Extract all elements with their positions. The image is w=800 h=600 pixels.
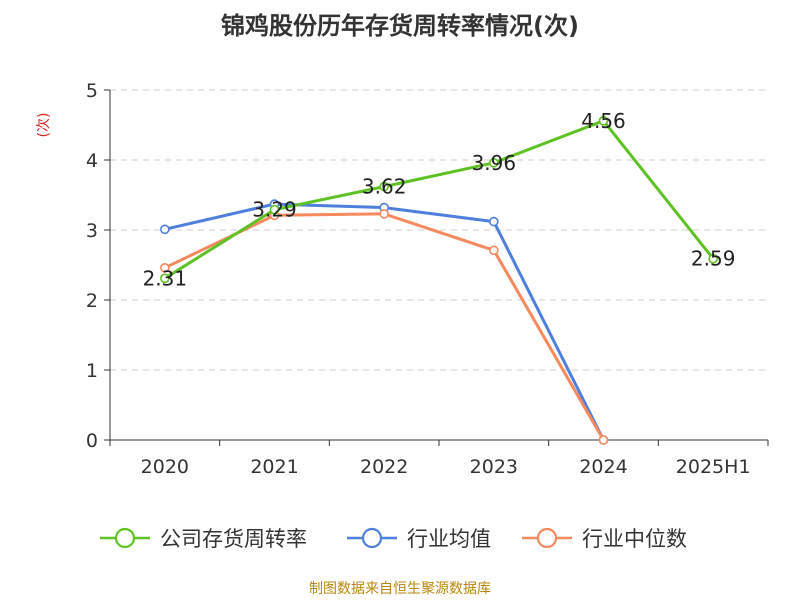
legend-marker bbox=[536, 527, 558, 549]
legend-label: 公司存货周转率 bbox=[160, 527, 307, 551]
legend-marker bbox=[361, 527, 383, 549]
data-point bbox=[379, 209, 389, 219]
data-point bbox=[708, 253, 718, 264]
x-tick-label: 2025H1 bbox=[676, 456, 751, 478]
data-point bbox=[598, 116, 609, 126]
y-tick-label: 1 bbox=[86, 360, 98, 382]
x-tick-label: 2022 bbox=[360, 456, 408, 478]
chart-title: 锦鸡股份历年存货周转率情况(次) bbox=[221, 12, 579, 40]
data-label: 3.62 bbox=[362, 175, 407, 199]
legend[interactable]: 公司存货周转率 行业均值 行业中位数 bbox=[100, 527, 687, 551]
data-point bbox=[160, 262, 170, 273]
x-tick-label: 2024 bbox=[579, 456, 627, 478]
x-tick-label: 2020 bbox=[141, 456, 189, 478]
axes: 0 1 2 3 4 5 (次) 2020 2021 2022 2023 2024 2025H1 bbox=[36, 80, 769, 478]
series-line-2 bbox=[163, 212, 605, 442]
data-point bbox=[160, 224, 170, 235]
data-point bbox=[598, 435, 609, 445]
legend-item[interactable]: 公司存货周转率 bbox=[100, 527, 307, 551]
data-label: 2.31 bbox=[143, 266, 188, 290]
legend-item[interactable]: 行业中位数 bbox=[522, 527, 687, 551]
data-point bbox=[379, 181, 389, 192]
legend-label: 行业中位数 bbox=[582, 527, 687, 551]
legend-item[interactable]: 行业均值 bbox=[347, 527, 491, 551]
series-line-0 bbox=[163, 119, 715, 280]
y-tick-label: 5 bbox=[86, 80, 98, 102]
data-point bbox=[489, 245, 499, 256]
grid-lines bbox=[110, 89, 768, 371]
y-axis-label: (次) bbox=[36, 113, 52, 138]
series-line-1 bbox=[163, 202, 605, 442]
x-tick-label: 2023 bbox=[470, 456, 518, 478]
y-tick-label: 0 bbox=[86, 430, 98, 452]
x-tick-label: 2021 bbox=[250, 456, 298, 478]
data-label: 2.59 bbox=[691, 247, 736, 271]
y-tick-label: 2 bbox=[86, 290, 98, 312]
data-labels: 2.31 3.29 3.62 3.96 4.56 2.59 bbox=[143, 109, 736, 290]
data-label: 3.96 bbox=[472, 151, 517, 175]
y-tick-label: 4 bbox=[86, 150, 98, 172]
data-point bbox=[269, 204, 280, 215]
series-lines bbox=[160, 116, 718, 445]
legend-label: 行业均值 bbox=[407, 527, 491, 551]
data-label: 4.56 bbox=[581, 109, 626, 133]
legend-marker bbox=[114, 527, 136, 549]
data-point bbox=[489, 158, 499, 168]
source-note: 制图数据来自恒生聚源数据库 bbox=[309, 581, 491, 597]
data-label: 3.29 bbox=[252, 198, 297, 222]
data-point bbox=[160, 273, 170, 284]
data-point bbox=[489, 216, 499, 227]
y-tick-label: 3 bbox=[86, 220, 98, 242]
